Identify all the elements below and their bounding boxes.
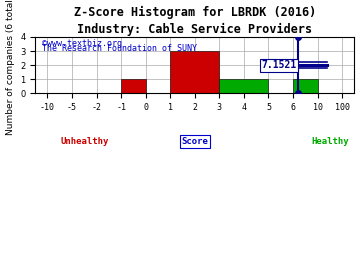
Text: ©www.textbiz.org: ©www.textbiz.org <box>42 39 122 48</box>
Bar <box>219 79 269 93</box>
Y-axis label: Number of companies (6 total): Number of companies (6 total) <box>5 0 14 135</box>
Bar <box>170 51 219 93</box>
Bar <box>121 79 146 93</box>
Title: Z-Score Histogram for LBRDK (2016)
Industry: Cable Service Providers: Z-Score Histogram for LBRDK (2016) Indus… <box>74 6 316 36</box>
Text: Unhealthy: Unhealthy <box>60 137 108 146</box>
Text: 7.1521: 7.1521 <box>261 60 297 70</box>
Text: Score: Score <box>181 137 208 146</box>
Text: The Research Foundation of SUNY: The Research Foundation of SUNY <box>42 44 197 53</box>
Text: Healthy: Healthy <box>311 137 349 146</box>
Bar <box>293 79 318 93</box>
